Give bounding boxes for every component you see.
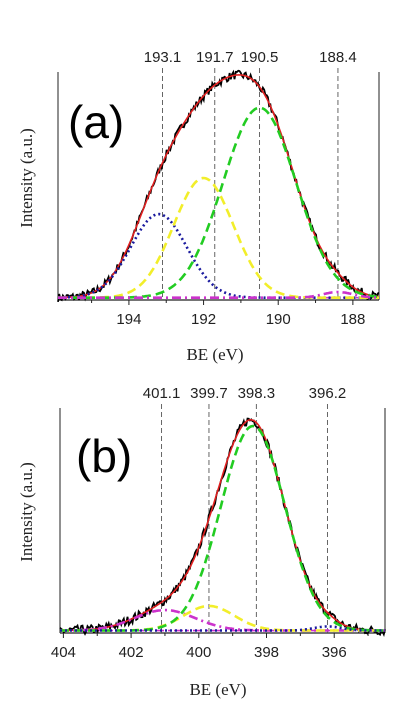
peak-position-label: 191.7: [196, 49, 234, 66]
peak-position-label: 188.4: [319, 49, 357, 66]
component-peak-line: [58, 212, 379, 299]
x-tick-label: 188: [340, 311, 365, 328]
peak-position-label: 398.3: [238, 385, 276, 402]
x-tick-label: 192: [191, 311, 216, 328]
peak-position-label: 401.1: [143, 385, 181, 402]
panel-a: (a) Intensity (a.u.) BE (eV) 194 192 190 18…: [17, 49, 380, 364]
x-tick-label: 194: [116, 311, 141, 328]
component-peak-line: [60, 604, 385, 632]
peak-position-label: 193.1: [144, 49, 182, 66]
peak-position-label: 396.2: [309, 385, 347, 402]
envelope-fit-line: [60, 419, 385, 632]
panel-b-ylabel: Intensity (a.u.): [17, 462, 36, 562]
component-peak-line: [58, 176, 379, 299]
x-tick-label: 404: [51, 644, 76, 661]
component-peak-line: [58, 290, 379, 299]
x-tick-label: 400: [186, 644, 211, 661]
panel-a-ylabel: Intensity (a.u.): [17, 128, 36, 228]
peak-position-label: 190.5: [241, 49, 279, 66]
x-tick-label: 190: [266, 311, 291, 328]
x-tick-label: 398: [254, 644, 279, 661]
panel-b-xlabel: BE (eV): [189, 680, 246, 699]
component-peak-line: [60, 625, 385, 632]
panel-a-label: (a): [68, 96, 124, 148]
x-tick-label: 396: [322, 644, 347, 661]
peak-position-label: 399.7: [190, 385, 228, 402]
panel-b: (b) Intensity (a.u.) BE (eV) 404 402 400 39…: [17, 385, 386, 699]
panel-a-xlabel: BE (eV): [186, 345, 243, 364]
x-tick-label: 402: [119, 644, 144, 661]
panel-b-label: (b): [76, 430, 132, 482]
